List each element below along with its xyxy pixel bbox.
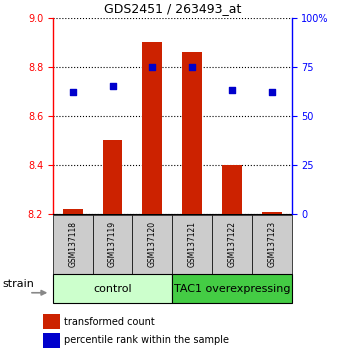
FancyBboxPatch shape [252,215,292,274]
Point [189,64,195,70]
Point [150,64,155,70]
Point [269,90,275,95]
Bar [143,42,162,214]
Text: GSM137123: GSM137123 [267,221,276,267]
Bar [182,52,202,214]
FancyBboxPatch shape [53,215,93,274]
Bar [63,209,83,214]
Bar [43,314,60,329]
Point [70,90,75,95]
FancyBboxPatch shape [172,215,212,274]
Text: strain: strain [3,279,34,289]
Title: GDS2451 / 263493_at: GDS2451 / 263493_at [104,2,241,15]
FancyBboxPatch shape [172,274,292,303]
Bar [222,165,242,214]
Bar [43,333,60,348]
Text: GSM137119: GSM137119 [108,221,117,267]
FancyBboxPatch shape [212,215,252,274]
Bar [103,141,122,214]
Text: GSM137120: GSM137120 [148,221,157,267]
Text: GSM137122: GSM137122 [227,221,236,267]
Text: transformed count: transformed count [64,316,155,327]
Text: percentile rank within the sample: percentile rank within the sample [64,335,229,346]
FancyBboxPatch shape [93,215,132,274]
Bar [262,212,282,214]
Text: TAC1 overexpressing: TAC1 overexpressing [174,284,290,293]
FancyBboxPatch shape [132,215,172,274]
Text: GSM137118: GSM137118 [68,221,77,267]
Point [110,84,115,89]
Text: control: control [93,284,132,293]
Point [229,87,235,93]
FancyBboxPatch shape [53,274,172,303]
Text: GSM137121: GSM137121 [188,221,197,267]
